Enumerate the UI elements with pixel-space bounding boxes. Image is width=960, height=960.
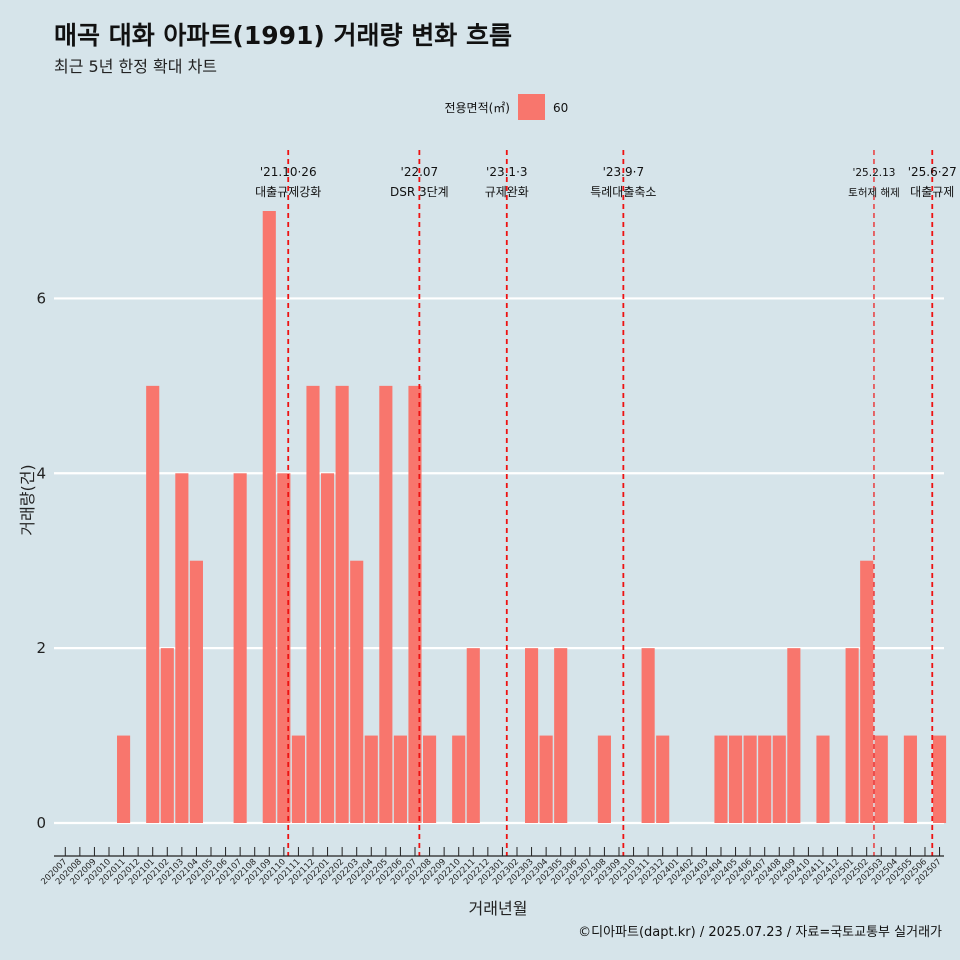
legend-label: 60 — [553, 101, 568, 115]
chart-subtitle: 최근 5년 한정 확대 차트 — [54, 57, 218, 76]
bar — [714, 735, 728, 823]
bar — [816, 735, 830, 823]
bar — [466, 648, 480, 823]
bar — [306, 385, 320, 823]
bar — [772, 735, 786, 823]
bar — [554, 648, 568, 823]
event-label: 특례대출축소 — [590, 185, 656, 199]
y-axis: 0 2 4 6 — [36, 289, 46, 832]
event-lines — [287, 150, 934, 856]
bar — [146, 385, 160, 823]
event-label: 대출규제강화 — [255, 185, 321, 199]
legend-swatch — [518, 94, 545, 120]
bar — [728, 735, 743, 823]
event-date: '22.07 — [401, 165, 439, 179]
bar — [758, 735, 772, 823]
bar — [321, 473, 335, 823]
bar — [452, 735, 466, 823]
bar — [189, 560, 203, 823]
bar — [379, 385, 393, 823]
bar — [743, 735, 757, 823]
y-axis-title: 거래량(건) — [18, 464, 37, 535]
bar — [423, 735, 437, 823]
y-tick-label: 4 — [36, 464, 46, 482]
bars — [117, 211, 947, 823]
caption: ©디아파트(dapt.kr) / 2025.07.23 / 자료=국토교통부 실… — [578, 925, 942, 940]
bar — [291, 735, 305, 823]
bar — [597, 735, 611, 823]
bar — [393, 735, 407, 823]
bar — [845, 648, 859, 823]
bar — [160, 648, 174, 823]
chart-title: 매곡 대화 아파트(1991) 거래량 변화 흐름 — [54, 21, 512, 50]
bar — [932, 735, 947, 823]
x-axis: 2020072020082020092020102020112020122021… — [39, 847, 944, 887]
bar — [860, 560, 874, 823]
bar — [350, 560, 364, 823]
y-tick-label: 2 — [36, 639, 46, 657]
bar — [335, 385, 349, 823]
bar — [233, 473, 247, 823]
x-axis-title: 거래년월 — [469, 899, 528, 918]
event-label: 토허제 해제 — [848, 186, 900, 199]
bar — [408, 385, 422, 823]
bar — [277, 473, 291, 823]
event-date: '25.6·27 — [908, 165, 957, 179]
event-label: 규제완화 — [485, 185, 529, 199]
bar — [175, 473, 189, 823]
bar — [903, 735, 917, 823]
bar — [117, 735, 131, 823]
legend: 전용면적(㎡) 60 — [444, 94, 568, 120]
event-label: DSR 3단계 — [390, 185, 449, 199]
bar — [656, 735, 670, 823]
bar — [539, 735, 553, 823]
legend-title: 전용면적(㎡) — [444, 101, 510, 115]
event-label: 대출규제 — [910, 185, 954, 199]
event-date: '23.1·3 — [486, 165, 527, 179]
bar — [787, 648, 801, 823]
event-date: '25.2.13 — [852, 167, 895, 179]
bar — [364, 735, 378, 823]
y-tick-label: 0 — [36, 814, 46, 832]
bar — [641, 648, 655, 823]
bar — [525, 648, 539, 823]
event-annotations: '21.10·26 대출규제강화 '22.07 DSR 3단계 '23.1·3 규제완화 '… — [255, 165, 957, 199]
bar — [262, 211, 276, 823]
y-tick-label: 6 — [36, 289, 46, 307]
bar — [874, 735, 888, 823]
event-date: '21.10·26 — [260, 165, 317, 179]
event-date: '23.9·7 — [603, 165, 644, 179]
